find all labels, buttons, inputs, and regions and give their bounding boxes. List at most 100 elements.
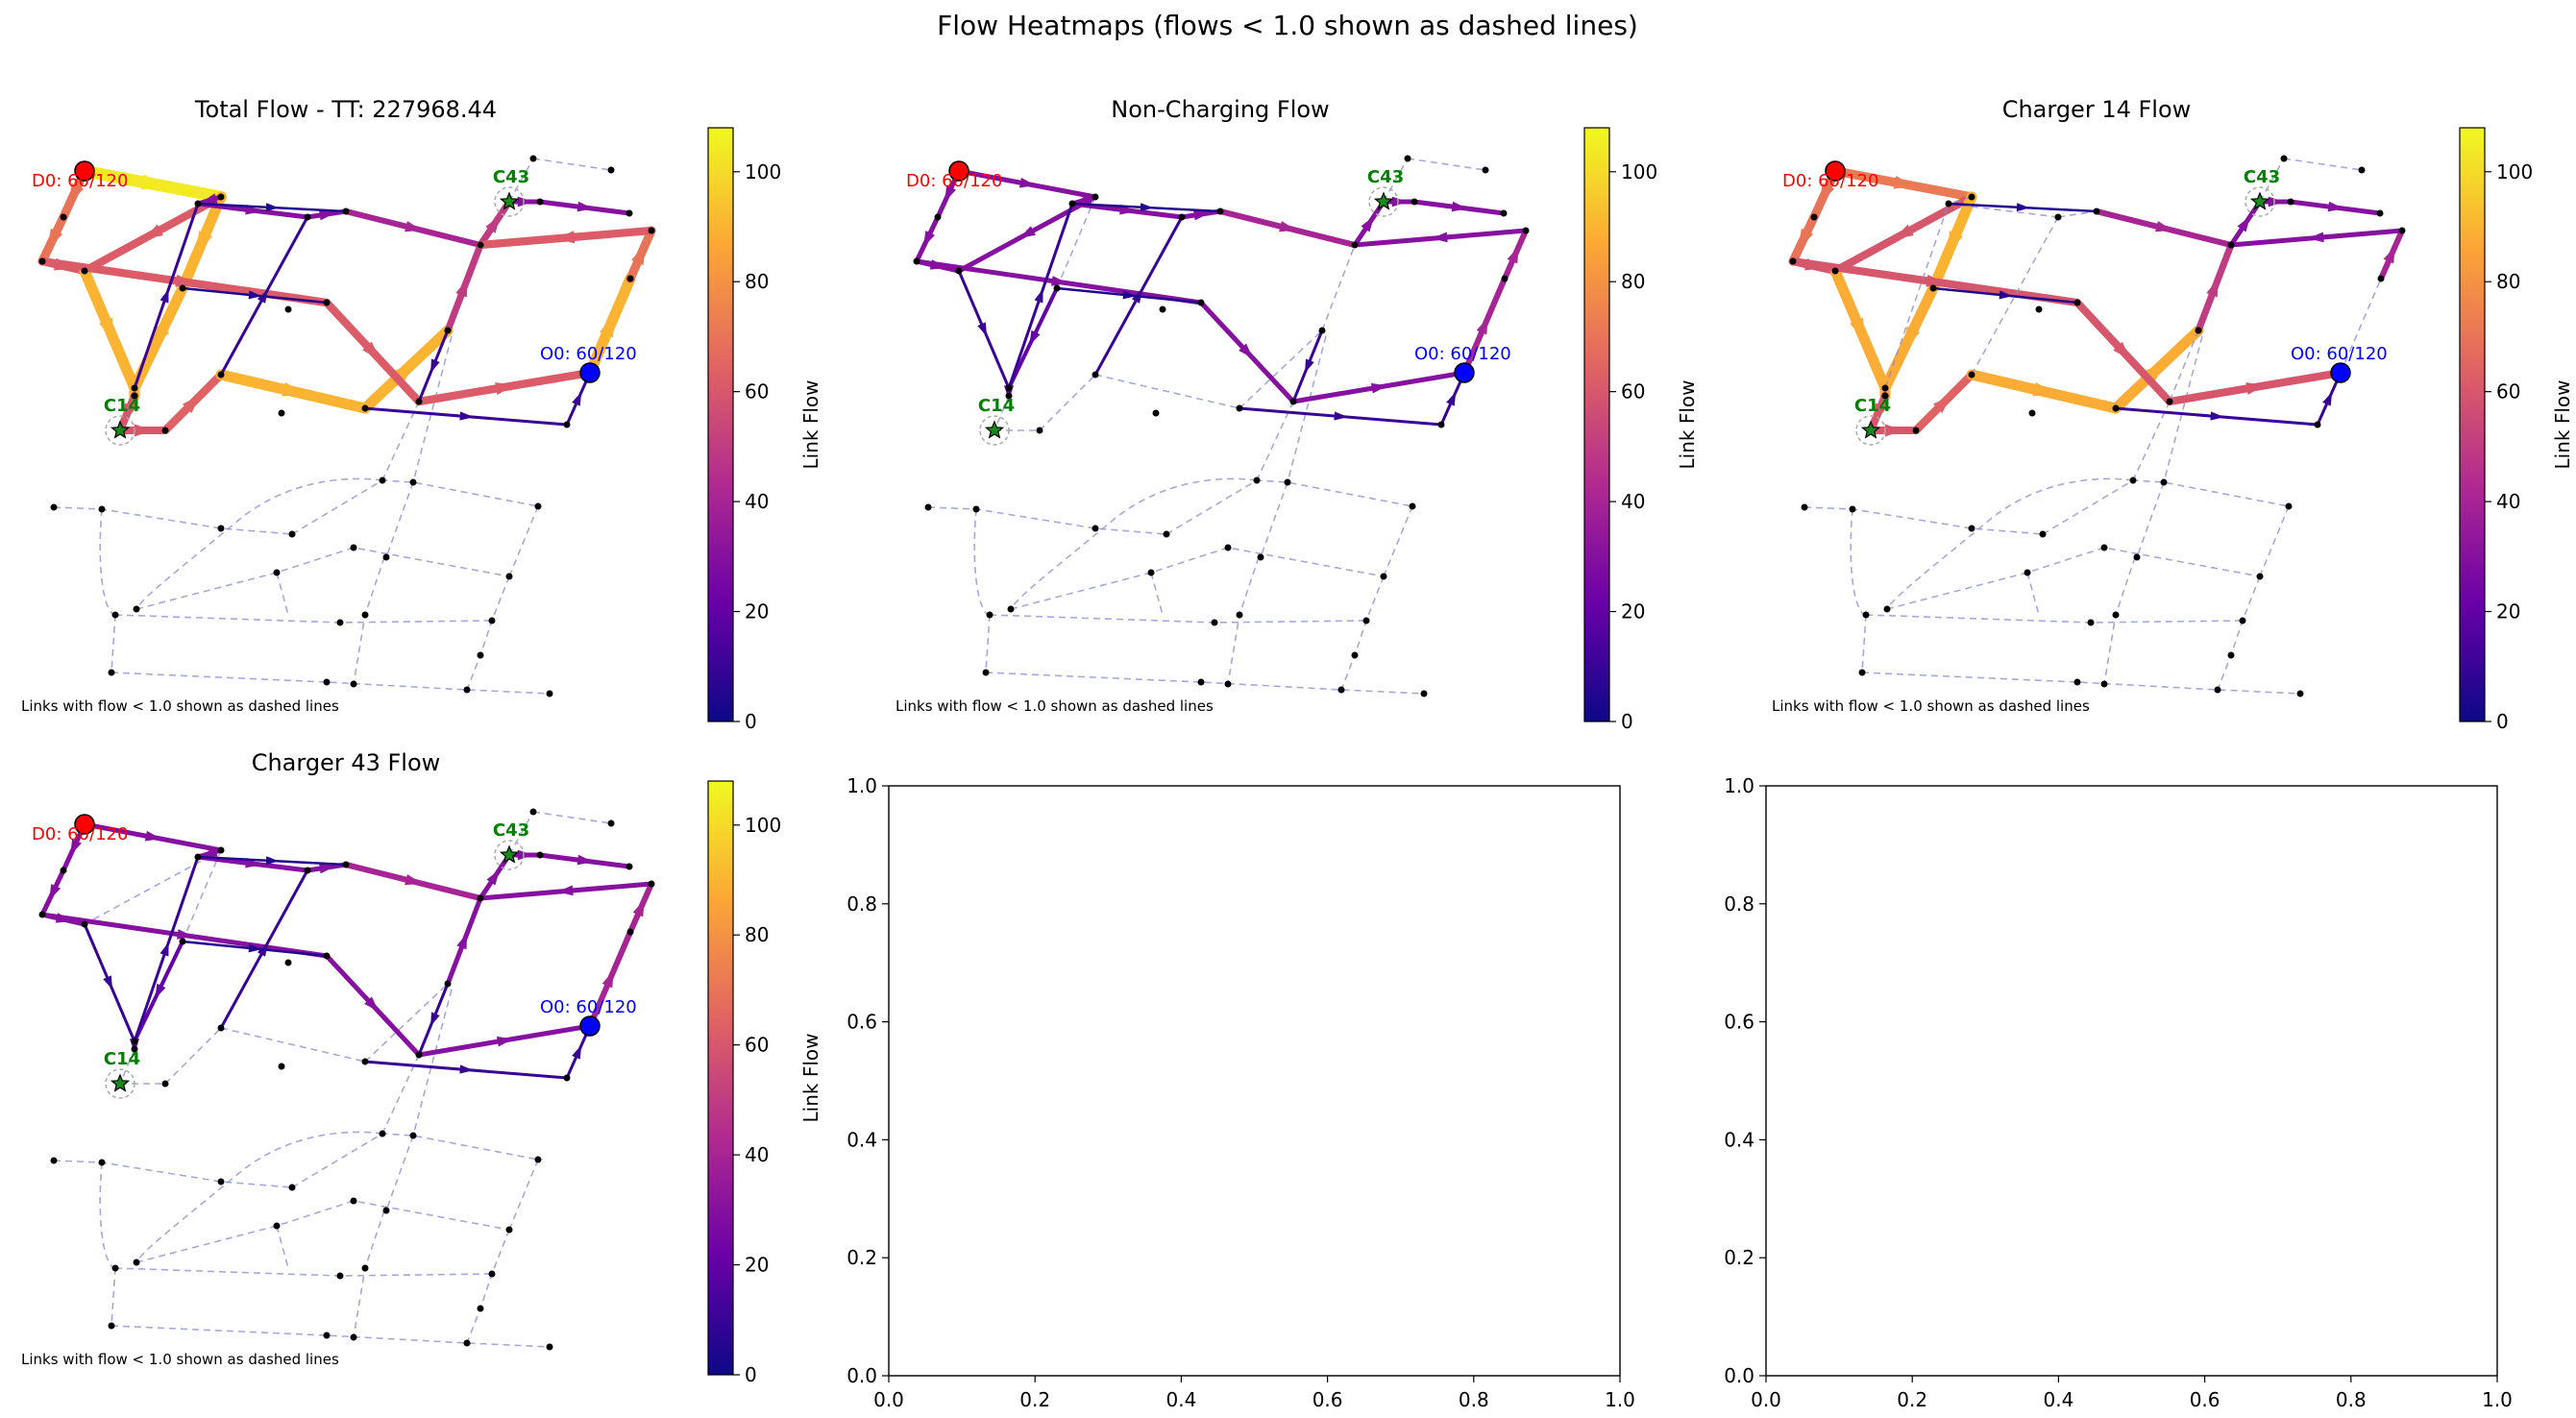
network-node bbox=[2054, 213, 2062, 221]
flow-arrow bbox=[103, 975, 113, 990]
network-node bbox=[1289, 398, 1297, 405]
charger-label: C43 bbox=[493, 820, 529, 841]
network-node bbox=[1092, 525, 1099, 532]
network-node bbox=[546, 1343, 553, 1351]
x-tick-label: 0.6 bbox=[2190, 1388, 2220, 1411]
network-node bbox=[1522, 227, 1530, 234]
destination-label: D0: 60/120 bbox=[32, 824, 128, 844]
network-node bbox=[1380, 573, 1387, 580]
flow-arrow bbox=[2016, 203, 2030, 212]
low-flow-link bbox=[385, 1135, 414, 1211]
y-tick-label: 0.4 bbox=[846, 1128, 877, 1151]
network-node bbox=[1224, 680, 1232, 688]
x-tick-label: 0.8 bbox=[2336, 1388, 2367, 1411]
network-node bbox=[2377, 275, 2385, 282]
network-node bbox=[342, 208, 350, 215]
network-node bbox=[972, 505, 980, 513]
flow-arrow bbox=[177, 929, 193, 940]
flow-arrow bbox=[495, 381, 515, 395]
network-node bbox=[1318, 327, 1326, 334]
low-flow-link bbox=[508, 505, 539, 577]
network-node bbox=[607, 166, 615, 174]
network-node bbox=[194, 853, 202, 861]
network-node bbox=[626, 863, 633, 870]
network-node bbox=[626, 209, 633, 217]
low-flow-link bbox=[1094, 374, 1240, 409]
flow-arrow bbox=[945, 185, 956, 203]
charger-star bbox=[1860, 420, 1881, 439]
network-node bbox=[563, 421, 571, 428]
flow-arrow bbox=[2268, 196, 2285, 208]
network-node bbox=[304, 867, 311, 874]
network-node bbox=[38, 911, 46, 918]
y-tick-label: 0.0 bbox=[846, 1364, 877, 1387]
colorbar-tick-label: 60 bbox=[1621, 380, 1645, 403]
network-node bbox=[2296, 690, 2304, 697]
network-node bbox=[2195, 327, 2202, 334]
flow-arrow bbox=[1507, 246, 1519, 264]
charger-halo bbox=[1855, 415, 1886, 446]
origin-marker bbox=[1454, 362, 1475, 383]
flow-arrow bbox=[248, 290, 262, 300]
low-flow-link bbox=[2169, 330, 2199, 403]
flow-arrow bbox=[1019, 226, 1036, 238]
network-node bbox=[505, 573, 513, 580]
low-flow-link bbox=[412, 989, 453, 1137]
low-flow-link bbox=[985, 672, 1425, 695]
colorbar-bar bbox=[2459, 127, 2486, 722]
low-flow-link bbox=[1321, 244, 1356, 331]
origin-label: O0: 60/120 bbox=[1414, 344, 1511, 364]
colorbar-bar bbox=[707, 127, 734, 722]
low-flow-link bbox=[508, 158, 534, 203]
panel-title: Non-Charging Flow bbox=[1111, 96, 1329, 123]
destination-marker bbox=[74, 160, 95, 182]
flow-arrow bbox=[517, 196, 534, 208]
network-node bbox=[648, 880, 655, 888]
flow-arrow bbox=[99, 317, 114, 341]
flow-arrow bbox=[1893, 175, 1915, 189]
colorbar-tick-label: 40 bbox=[2496, 490, 2520, 513]
network-node bbox=[415, 1051, 423, 1059]
flow-arrow bbox=[572, 391, 582, 406]
y-tick-label: 1.0 bbox=[1724, 774, 1754, 797]
y-tick-label: 0.4 bbox=[1724, 1128, 1754, 1151]
network-node bbox=[273, 1222, 281, 1230]
x-tick-label: 1.0 bbox=[1605, 1388, 1635, 1411]
network-node bbox=[161, 1080, 169, 1088]
low-flow-link bbox=[110, 672, 551, 695]
network-panel-3: Charger 14 Flow D0: 60/120 O0: 60/120 C43 C1… bbox=[1772, 96, 2574, 733]
low-flow-link bbox=[291, 1133, 539, 1188]
flow-arrow bbox=[69, 183, 85, 205]
low-flow-link bbox=[1861, 672, 2301, 695]
low-flow-link bbox=[1256, 401, 1294, 481]
network-node bbox=[1147, 569, 1155, 576]
colorbar-tick-label: 60 bbox=[745, 1034, 769, 1057]
network-node bbox=[217, 1178, 225, 1186]
network-node bbox=[488, 617, 496, 624]
network-node bbox=[323, 952, 331, 960]
charger-star bbox=[2249, 191, 2270, 210]
network-node bbox=[1831, 267, 1839, 275]
flow-arrow bbox=[577, 854, 594, 866]
charger-star bbox=[110, 420, 131, 439]
low-flow-link bbox=[927, 506, 1167, 535]
low-flow-link bbox=[1865, 614, 2244, 623]
network-node bbox=[217, 846, 225, 854]
network-node bbox=[1211, 619, 1218, 626]
flow-arrow bbox=[2307, 232, 2324, 243]
origin-label: O0: 60/120 bbox=[2291, 344, 2388, 364]
network-panel-4: Charger 43 Flow D0: 60/120 O0: 60/120 C43 C1… bbox=[21, 749, 822, 1386]
network-node bbox=[444, 980, 452, 988]
network-node bbox=[342, 861, 350, 868]
flow-arrow bbox=[405, 874, 423, 886]
low-flow-link bbox=[385, 481, 414, 558]
network-node bbox=[1036, 427, 1043, 434]
network-node bbox=[111, 1264, 119, 1272]
network-node bbox=[1068, 200, 1076, 208]
network-node bbox=[2112, 404, 2120, 412]
charger-label: C43 bbox=[1367, 167, 1404, 187]
flow-arrow bbox=[1820, 183, 1835, 205]
flow-arrow bbox=[1239, 343, 1254, 359]
network-node bbox=[1257, 553, 1264, 561]
network-node bbox=[288, 1184, 296, 1191]
